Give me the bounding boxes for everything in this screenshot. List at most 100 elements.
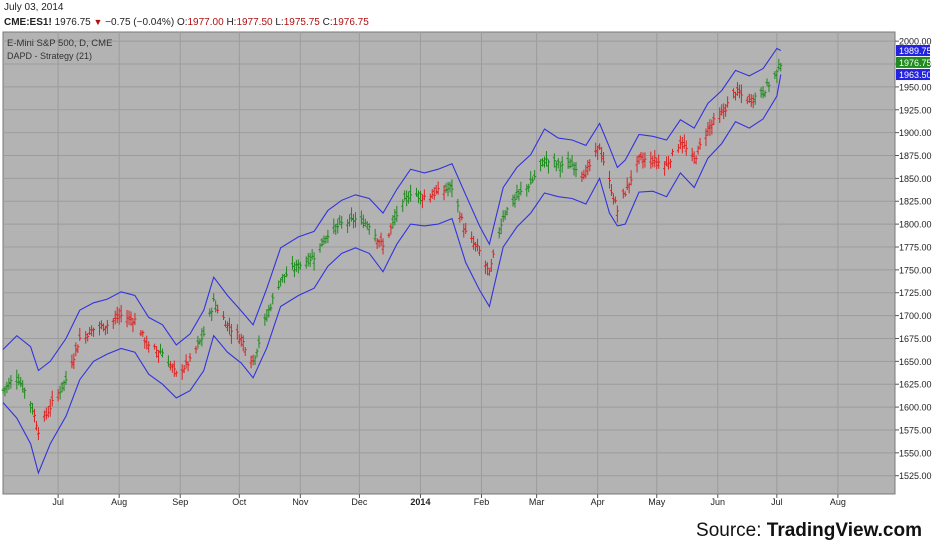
low-value: 1975.75	[283, 17, 320, 28]
ohlc-bar	[157, 349, 161, 364]
ohlc-bar	[76, 344, 80, 353]
price-tag: 1976.75	[896, 56, 932, 68]
ohlc-bar	[448, 181, 452, 193]
close-label: C:	[322, 17, 333, 28]
ohlc-bar	[361, 214, 365, 229]
ohlc-bar	[749, 94, 753, 108]
ohlc-bar	[15, 369, 19, 390]
ohlc-bar	[611, 193, 615, 205]
ohlc-bar	[318, 243, 322, 253]
ohlc-bar	[505, 206, 509, 216]
lower-band-line	[2, 74, 782, 475]
plot-area[interactable]	[2, 31, 896, 495]
ohlc-bar	[712, 112, 716, 126]
x-tick-label: Aug	[830, 497, 846, 507]
ohlc-bar	[48, 399, 52, 417]
ohlc-bar	[70, 354, 74, 369]
y-tick-label: 1850.00	[899, 174, 932, 184]
ohlc-bar	[373, 228, 377, 242]
ohlc-bar	[708, 119, 712, 137]
ohlc-bar	[765, 78, 769, 86]
ohlc-bar	[546, 159, 550, 174]
ohlc-bar	[377, 239, 381, 248]
ohlc-bar	[436, 181, 440, 195]
y-tick-label: 1700.00	[899, 311, 932, 321]
ohlc-bar	[279, 277, 283, 287]
price-labels: 1989.75 1976.75 1963.50	[896, 45, 932, 81]
source-name: TradingView.com	[766, 520, 922, 541]
ohlc-bar	[340, 215, 344, 229]
ohlc-bar	[745, 96, 749, 105]
ohlc-bar	[635, 156, 639, 173]
ohlc-bar	[586, 159, 590, 176]
ohlc-bar	[196, 335, 200, 349]
ohlc-bar	[283, 273, 287, 284]
ohlc-bar	[669, 158, 673, 169]
x-tick-label: Jul	[771, 497, 783, 507]
x-tick-label: May	[648, 497, 666, 507]
price-axis[interactable]: 1525.00 1550.00 1575.00 1600.00 1625.00 1650.…	[895, 37, 932, 482]
quote-line: CME:ES1! 1976.75 ▼ −0.75 (−0.04%) O:1977…	[4, 17, 369, 28]
ohlc-bar	[153, 343, 157, 350]
ohlc-bar	[263, 313, 267, 326]
ohlc-bar	[759, 87, 763, 98]
ohlc-bar	[277, 280, 281, 290]
ohlc-bar	[761, 86, 765, 99]
ohlc-bar	[401, 199, 405, 213]
x-tick-label: Oct	[232, 497, 247, 507]
ohlc-bar	[544, 151, 548, 167]
ohlc-bar	[415, 187, 419, 197]
ohlc-bar	[202, 326, 206, 337]
price-tag: 1989.75	[896, 45, 932, 57]
ohlc-bar	[324, 235, 328, 244]
ohlc-bar	[257, 335, 261, 349]
ohlc-bar	[450, 179, 454, 198]
ohlc-bar	[420, 194, 424, 209]
ohlc-bar	[210, 307, 214, 322]
ohlc-bar	[499, 218, 503, 235]
ohlc-bar	[320, 238, 324, 247]
ohlc-bar	[1, 387, 5, 395]
ohlc-bar	[641, 152, 645, 169]
ohlc-bar	[322, 235, 326, 245]
ohlc-bar	[434, 184, 438, 195]
ohlc-bar	[682, 134, 686, 149]
symbol: CME:ES1!	[4, 17, 52, 28]
ohlc-bar	[393, 209, 397, 226]
ohlc-bar	[775, 69, 779, 83]
low-label: L:	[275, 17, 284, 28]
ohlc-bar	[767, 81, 771, 93]
ohlc-bar	[389, 223, 393, 235]
ohlc-bar	[779, 62, 783, 72]
ohlc-bar	[174, 370, 178, 377]
ohlc-bar	[665, 156, 669, 167]
ohlc-bar	[19, 376, 23, 388]
ohlc-bar	[166, 355, 170, 367]
ohlc-bar	[600, 146, 604, 163]
ohlc-bar	[470, 231, 474, 244]
upper-band-line	[2, 47, 782, 372]
ohlc-bar	[237, 334, 241, 345]
ohlc-bar	[253, 355, 257, 366]
ohlc-bar	[483, 260, 487, 275]
ohlc-bar	[574, 161, 578, 178]
time-axis[interactable]: Jul Aug Sep Oct Nov Dec 2014 Feb Mar Apr May Jun Jul…	[52, 494, 846, 507]
x-tick-label: Apr	[591, 497, 605, 507]
ohlc-bar	[375, 237, 379, 250]
ohlc-bar	[23, 387, 27, 399]
ohlc-bar	[613, 196, 617, 204]
ohlc-bar	[115, 306, 119, 324]
indicator-label[interactable]: DAPD - Strategy (21)	[7, 51, 93, 61]
ohlc-bar	[365, 221, 369, 230]
ohlc-bar	[570, 154, 574, 168]
source-credit: Source: TradingView.com	[696, 520, 922, 542]
ohlc-bar	[200, 328, 204, 347]
ohlc-bar	[141, 330, 145, 337]
ohlc-bar	[224, 320, 228, 328]
ohlc-bar	[405, 190, 409, 207]
x-tick-label: Dec	[351, 497, 368, 507]
ohlc-bar	[353, 212, 357, 228]
y-tick-label: 1525.00	[899, 471, 932, 481]
price-tag: 1963.50	[896, 69, 932, 81]
